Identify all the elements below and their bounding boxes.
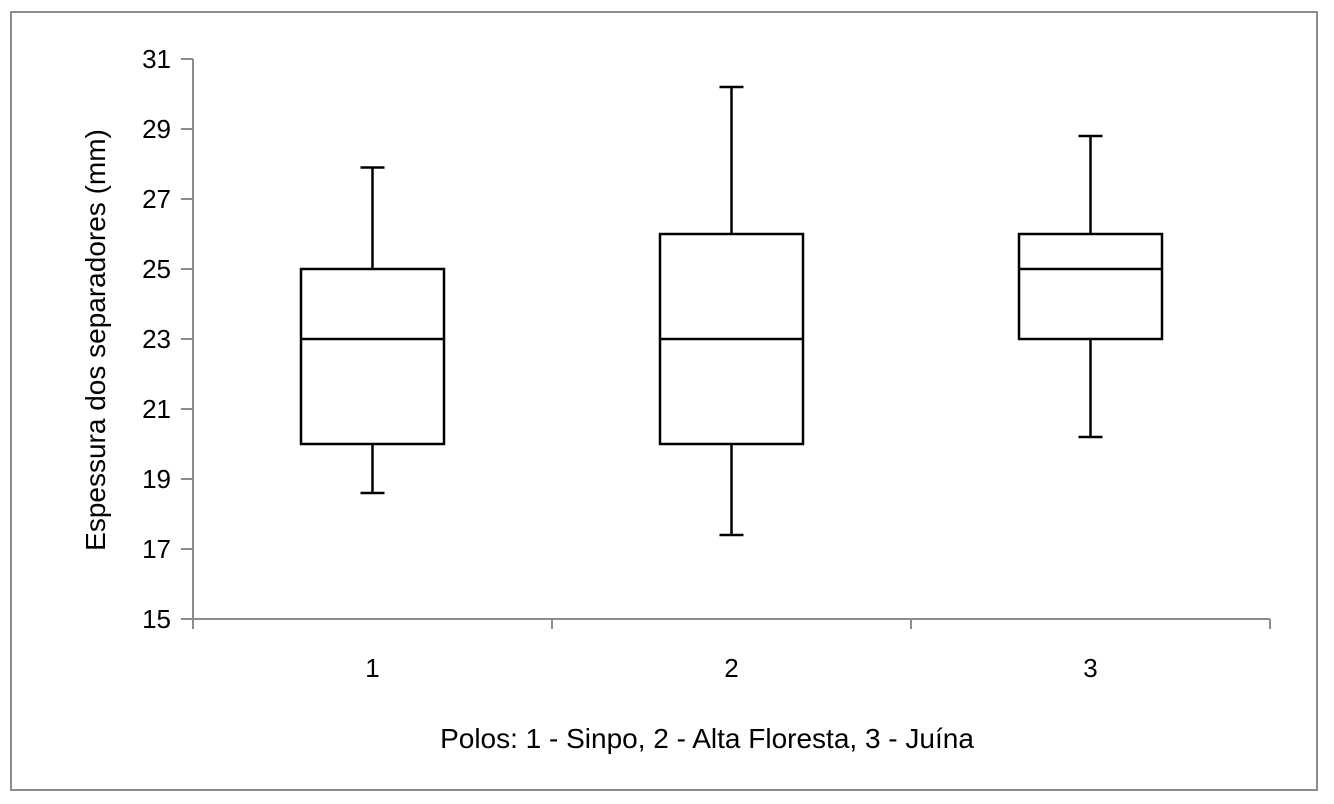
box-3 [1017, 134, 1164, 439]
box-2 [658, 85, 805, 537]
iqr-box [299, 267, 446, 446]
y-tick-label: 25 [142, 254, 171, 284]
x-tick-label: 1 [365, 653, 379, 683]
box-1 [299, 166, 446, 495]
iqr-box [1017, 232, 1164, 341]
x-axis: 1 2 3 [192, 618, 1271, 683]
y-axis-title: Espessura dos separadores (mm) [80, 129, 111, 551]
boxes [299, 85, 1164, 537]
y-tick-label: 31 [142, 44, 171, 74]
y-tick-label: 17 [142, 534, 171, 564]
y-axis: 15 17 19 21 23 25 27 29 31 [142, 44, 194, 634]
y-tick-label: 27 [142, 184, 171, 214]
y-tick-label: 15 [142, 604, 171, 634]
y-tick-label: 23 [142, 324, 171, 354]
y-tick-label: 29 [142, 114, 171, 144]
y-tick-label: 21 [142, 394, 171, 424]
x-tick-label: 3 [1083, 653, 1097, 683]
y-tick-label: 19 [142, 464, 171, 494]
x-axis-title: Polos: 1 - Sinpo, 2 - Alta Floresta, 3 -… [440, 723, 974, 754]
x-tick-label: 2 [724, 653, 738, 683]
